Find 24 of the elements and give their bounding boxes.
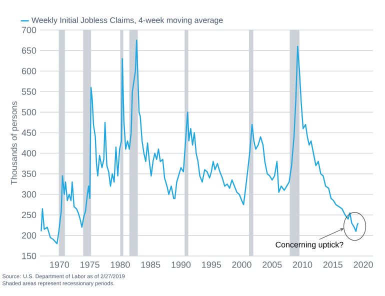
y-tick-label: 500 — [22, 109, 36, 116]
y-tick-label: 350 — [22, 170, 36, 177]
y-tick-label: 150 — [22, 252, 36, 260]
y-tick-label: 250 — [22, 212, 36, 218]
y-tick-label: 550 — [22, 88, 36, 95]
x-tick-label: 1975 — [80, 262, 100, 268]
x-tick-label: 2000 — [232, 262, 252, 268]
y-tick-label: 400 — [22, 150, 36, 156]
y-tick-label: 700 — [22, 26, 36, 34]
x-tick-label: 1985 — [141, 262, 160, 268]
x-tick-label: 1980 — [110, 262, 130, 268]
y-tick-label: 450 — [22, 130, 36, 136]
x-tick-label: 2020 — [354, 262, 373, 268]
y-axis-title: Thousands of persons — [10, 101, 19, 185]
x-tick-label: 2005 — [262, 262, 282, 268]
x-tick-label: 1995 — [202, 262, 221, 268]
x-tick-label: 1970 — [50, 262, 70, 268]
y-tick-label: 650 — [22, 47, 36, 54]
x-tick-label: 2010 — [292, 262, 312, 268]
y-tick-label: 600 — [22, 68, 36, 74]
x-tick-label: 1990 — [172, 262, 191, 268]
y-tick-label: 300 — [22, 191, 36, 198]
x-tick-label: 2015 — [323, 262, 342, 268]
y-tick-label: 200 — [22, 232, 36, 239]
